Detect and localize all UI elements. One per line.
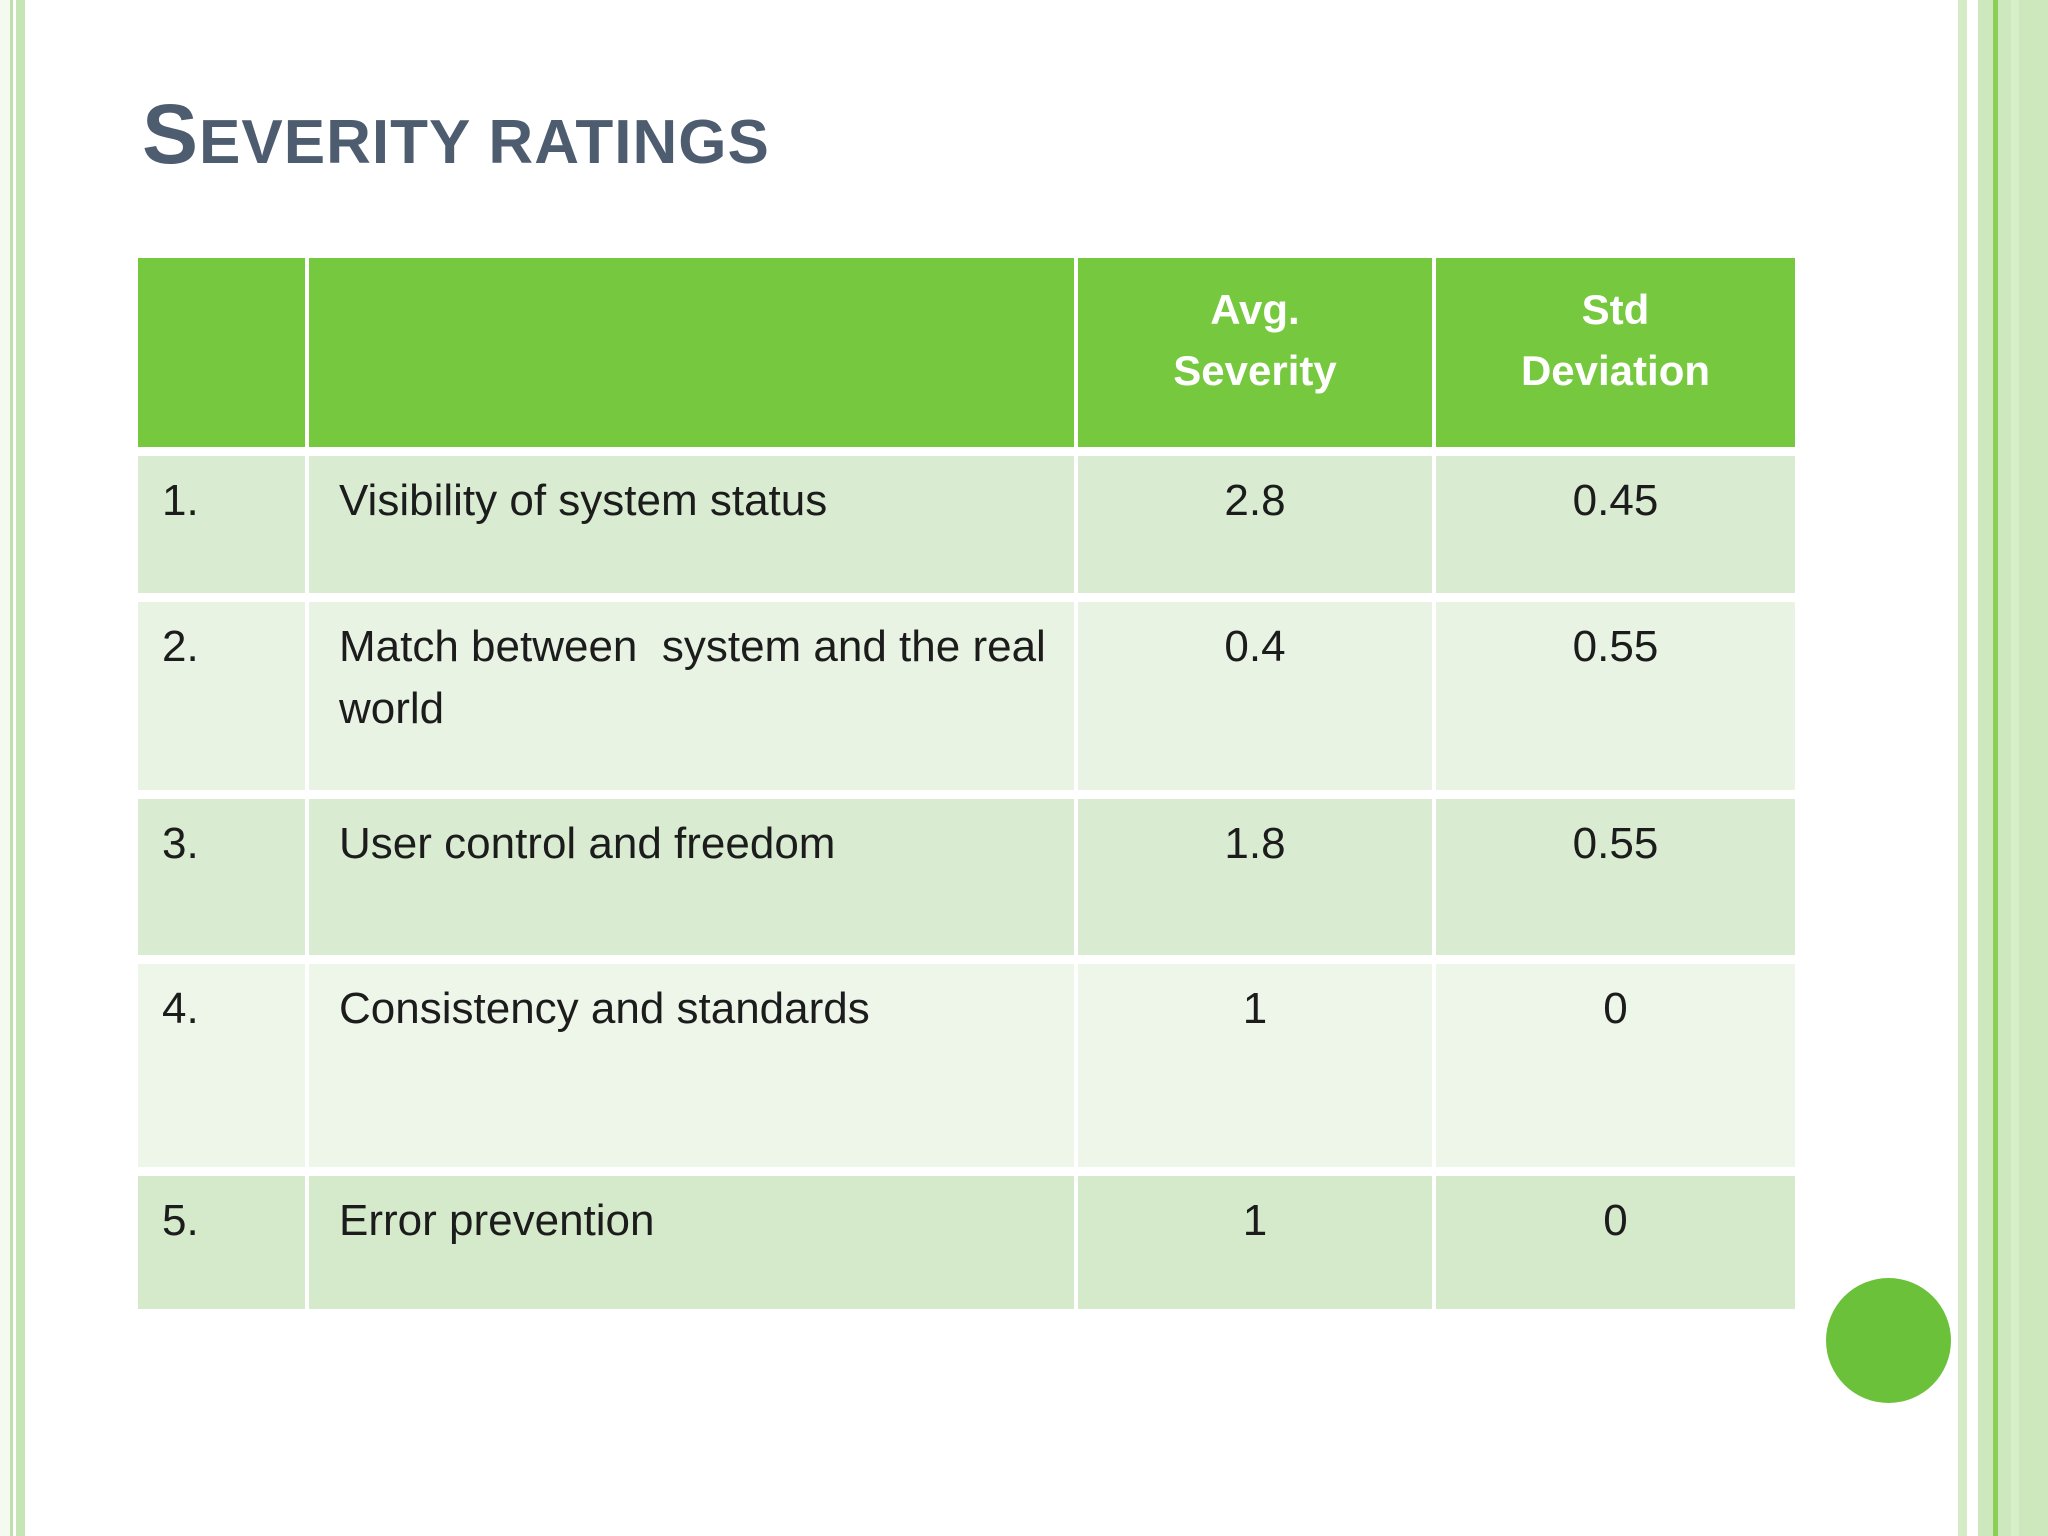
left-edge-pale-stripe xyxy=(0,0,10,1536)
slide-title: Severity ratings xyxy=(142,87,770,181)
header-cell-avg-severity: Avg. Severity xyxy=(1078,258,1432,447)
row-5-cell-std-deviation: 0 xyxy=(1436,1176,1795,1309)
right-edge-green-panel xyxy=(1978,0,2048,1536)
left-edge-thin-line xyxy=(10,0,13,1536)
severity-table: Avg. Severity Std Deviation 1. Visibility o… xyxy=(138,258,1795,1309)
row-1-cell-std-deviation: 0.45 xyxy=(1436,456,1795,593)
row-4-cell-std-deviation: 0 xyxy=(1436,964,1795,1167)
left-edge-green-band xyxy=(16,0,25,1536)
right-edge-green-strip xyxy=(1958,0,1967,1536)
right-edge-accent-line xyxy=(1993,0,1998,1536)
row-2-cell-std-deviation: 0.55 xyxy=(1436,602,1795,790)
row-3-cell-number: 3. xyxy=(138,799,305,955)
row-1-cell-avg-severity: 2.8 xyxy=(1078,456,1432,593)
header-cell-std-deviation: Std Deviation xyxy=(1436,258,1795,447)
row-3-cell-name: User control and freedom xyxy=(309,799,1074,955)
row-1-cell-number: 1. xyxy=(138,456,305,593)
row-5-cell-name: Error prevention xyxy=(309,1176,1074,1309)
row-4-cell-name: Consistency and standards xyxy=(309,964,1074,1167)
row-3-cell-std-deviation: 0.55 xyxy=(1436,799,1795,955)
row-3-cell-avg-severity: 1.8 xyxy=(1078,799,1432,955)
row-4-cell-number: 4. xyxy=(138,964,305,1167)
row-4-cell-avg-severity: 1 xyxy=(1078,964,1432,1167)
corner-circle-decoration xyxy=(1826,1278,1951,1403)
row-2-cell-avg-severity: 0.4 xyxy=(1078,602,1432,790)
row-2-cell-name: Match between system and the real world xyxy=(309,602,1074,790)
header-cell-name xyxy=(309,258,1074,447)
header-cell-number xyxy=(138,258,305,447)
row-2-cell-number: 2. xyxy=(138,602,305,790)
row-5-cell-number: 5. xyxy=(138,1176,305,1309)
row-1-cell-name: Visibility of system status xyxy=(309,456,1074,593)
right-edge-light-stripe xyxy=(2011,0,2019,1536)
row-5-cell-avg-severity: 1 xyxy=(1078,1176,1432,1309)
